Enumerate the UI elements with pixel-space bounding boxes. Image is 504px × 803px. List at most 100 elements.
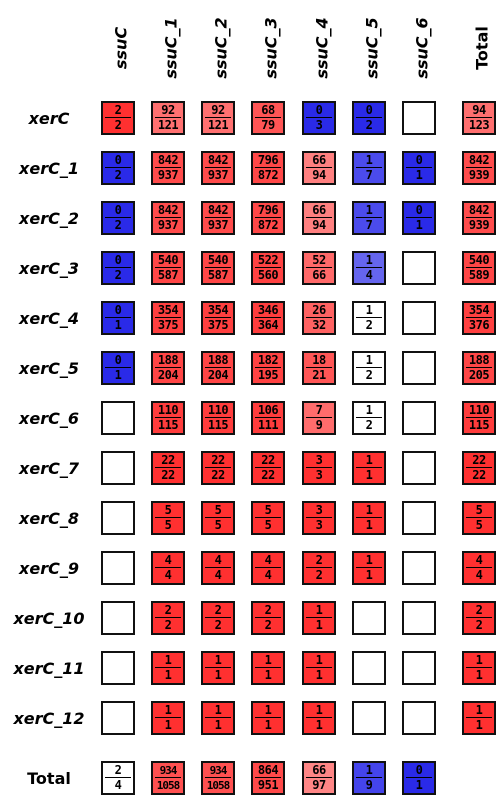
matrix-cell: 540 587 <box>201 251 235 285</box>
fraction-bar <box>306 367 332 368</box>
cell-numerator: 354 <box>468 303 490 317</box>
cell-numerator: 842 <box>157 203 179 217</box>
column-header: ssuC_2 <box>201 4 241 92</box>
cell-denominator: 1 <box>214 668 222 682</box>
cell-denominator: 589 <box>468 268 490 282</box>
cell-numerator: 1 <box>315 653 323 667</box>
cell-numerator: 26 <box>312 303 326 317</box>
cell-denominator: 32 <box>312 318 326 332</box>
cell-denominator: 2 <box>365 118 373 132</box>
fraction-bar <box>155 667 181 668</box>
fraction-bar <box>306 717 332 718</box>
cell-numerator: 2 <box>114 763 122 777</box>
fraction-bar <box>255 117 281 118</box>
cell-denominator: 115 <box>468 418 490 432</box>
row-header: xerC <box>28 108 70 128</box>
row-header: xerC_8 <box>19 508 79 528</box>
cell-numerator: 796 <box>257 153 279 167</box>
row-header: xerC_6 <box>19 408 79 428</box>
fraction-bar <box>466 567 492 568</box>
empty-cell <box>352 601 386 635</box>
column-header-label: ssuC_4 <box>312 17 332 79</box>
fraction-bar <box>306 567 332 568</box>
cell-numerator: 0 <box>114 153 122 167</box>
cell-denominator: 9 <box>365 778 373 792</box>
fraction-bar <box>306 117 332 118</box>
empty-cell <box>402 351 436 385</box>
fraction-bar <box>306 667 332 668</box>
cell-denominator: 375 <box>157 318 179 332</box>
fraction-bar <box>255 517 281 518</box>
fraction-bar <box>406 167 432 168</box>
cell-denominator: 939 <box>468 218 490 232</box>
cell-numerator: 1 <box>365 253 373 267</box>
cell-numerator: 354 <box>157 303 179 317</box>
cell-denominator: 7 <box>365 168 373 182</box>
cell-numerator: 5 <box>214 503 222 517</box>
empty-cell <box>101 501 135 535</box>
cell-denominator: 4 <box>365 268 373 282</box>
empty-cell <box>402 451 436 485</box>
cell-denominator: 3 <box>315 518 323 532</box>
row-header: xerC_3 <box>19 258 79 278</box>
matrix-cell: 934 1058 <box>151 761 185 795</box>
matrix-cell: 110 115 <box>201 401 235 435</box>
matrix-cell: 354 375 <box>151 301 185 335</box>
cell-numerator: 934 <box>209 764 228 777</box>
matrix-cell: 842 937 <box>201 151 235 185</box>
cell-denominator: 204 <box>157 368 179 382</box>
fraction-bar <box>255 367 281 368</box>
fraction-bar <box>155 117 181 118</box>
cell-numerator: 92 <box>161 103 175 117</box>
cell-numerator: 864 <box>257 763 279 777</box>
cell-numerator: 110 <box>207 403 229 417</box>
matrix-cell: 354 376 <box>462 301 496 335</box>
cell-denominator: 937 <box>157 218 179 232</box>
cell-numerator: 7 <box>315 403 323 417</box>
cell-numerator: 1 <box>214 653 222 667</box>
fraction-bar <box>105 167 131 168</box>
matrix-cell: 52 66 <box>302 251 336 285</box>
cell-numerator: 106 <box>257 403 279 417</box>
fraction-bar <box>356 367 382 368</box>
row-header: xerC_11 <box>13 658 85 678</box>
cell-denominator: 204 <box>207 368 229 382</box>
fraction-bar <box>155 467 181 468</box>
cell-denominator: 22 <box>211 468 225 482</box>
cell-numerator: 842 <box>207 203 229 217</box>
cell-denominator: 1 <box>315 668 323 682</box>
fraction-bar <box>205 167 231 168</box>
cell-numerator: 2 <box>475 603 483 617</box>
cell-denominator: 364 <box>257 318 279 332</box>
cell-numerator: 66 <box>312 763 326 777</box>
matrix-cell: 934 1058 <box>201 761 235 795</box>
cell-denominator: 22 <box>472 468 486 482</box>
cell-denominator: 1 <box>365 468 373 482</box>
fraction-bar <box>255 717 281 718</box>
matrix-cell: 188 205 <box>462 351 496 385</box>
cell-numerator: 2 <box>164 603 172 617</box>
cell-denominator: 1 <box>114 368 122 382</box>
fraction-bar <box>306 167 332 168</box>
matrix-cell: 796 872 <box>251 201 285 235</box>
matrix-cell: 92 121 <box>201 101 235 135</box>
cell-numerator: 1 <box>365 763 373 777</box>
fraction-bar <box>105 317 131 318</box>
cell-numerator: 1 <box>365 553 373 567</box>
cell-numerator: 0 <box>315 103 323 117</box>
fraction-bar <box>466 667 492 668</box>
empty-cell <box>101 551 135 585</box>
fraction-bar <box>406 217 432 218</box>
cell-denominator: 1058 <box>206 779 231 792</box>
